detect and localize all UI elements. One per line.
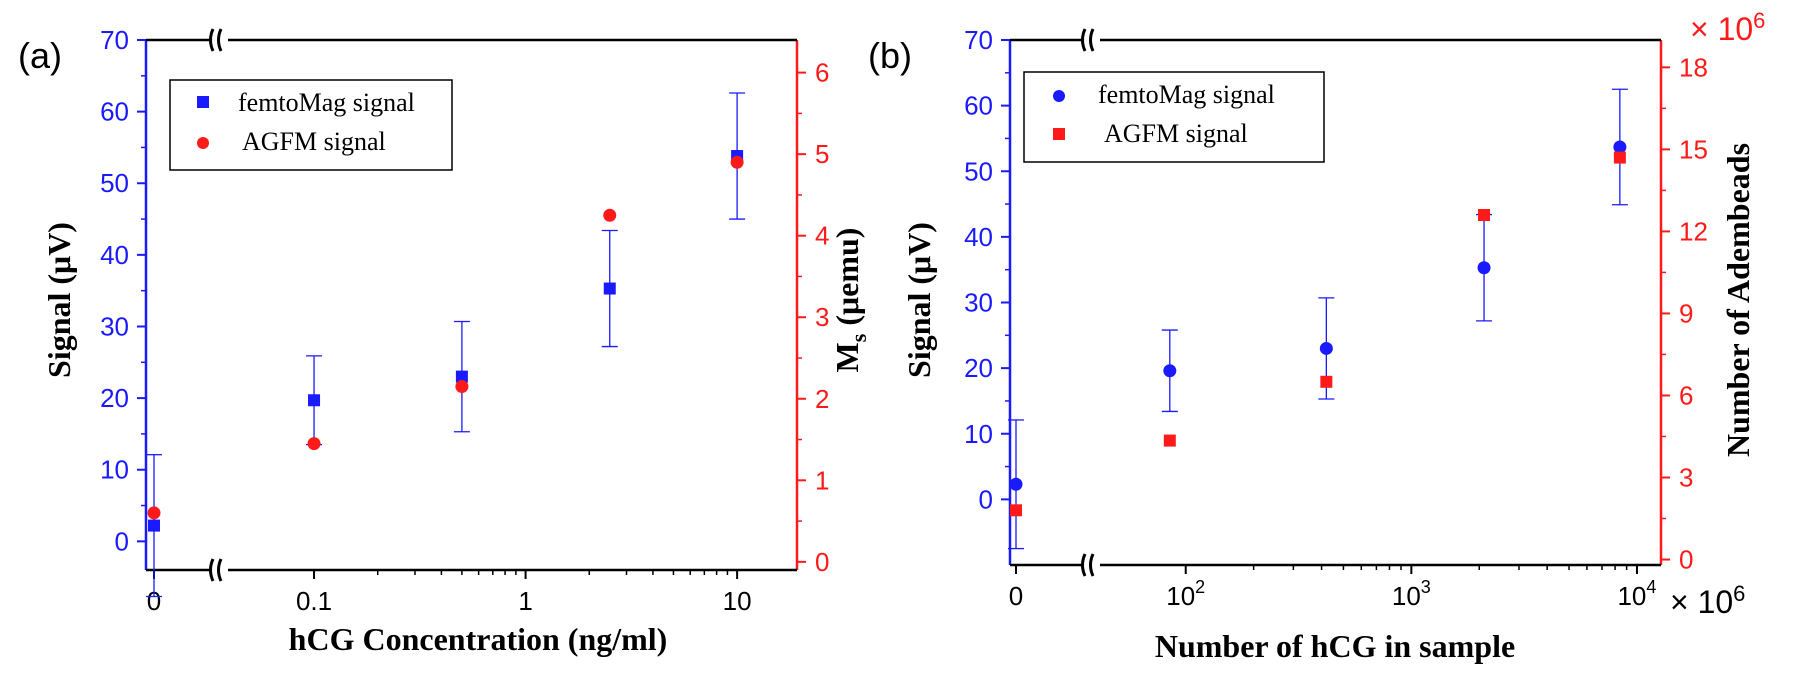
panel-b-x-axis-title: Number of hCG in sample: [1155, 628, 1515, 664]
panel-a-point-femtomag: [308, 394, 321, 407]
panel-a: (a) 0 10 20 30 40 50 60 70 0 1 2 3 4 5 6 0 0.1 1 10 hCG …: [18, 25, 871, 657]
panel-b-data: [1008, 88, 1628, 550]
panel-b-right-tick-label: 9: [1679, 298, 1693, 328]
panel-b-right-tick-label: 15: [1679, 134, 1708, 164]
panel-a-data: [146, 92, 746, 598]
panel-b-right-tick-label: 0: [1679, 545, 1693, 575]
panel-b-bottom-break-mark: [1081, 553, 1095, 577]
panel-a-left-tick-label: 0: [115, 526, 129, 556]
panel-b-legend-femtomag: femtoMag signal: [1098, 80, 1275, 109]
panel-b-point-femtomag: [1163, 364, 1177, 378]
panel-b-legend-circle-marker: [1053, 90, 1065, 102]
panel-b-left-tick-label: 10: [964, 419, 993, 449]
panel-a-left-tick-label: 20: [100, 383, 129, 413]
panel-a-legend-box: [169, 79, 453, 171]
panel-a-legend-circle-marker: [197, 137, 209, 149]
panel-a-point-femtomag: [455, 370, 468, 383]
panel-a-left-tick-label: 10: [100, 455, 129, 485]
panel-a-label: (a): [18, 35, 62, 76]
panel-a-left-tick-label: 60: [100, 97, 129, 127]
panel-a-left-tick-label: 40: [100, 240, 129, 270]
panel-a-legend: femtoMag signal AGFM signal: [169, 79, 453, 171]
panel-a-x-tick-label: 0.1: [296, 586, 332, 616]
panel-b-point-agfm: [1163, 434, 1176, 447]
panel-a-point-agfm: [147, 506, 161, 520]
panel-b-left-axis-title: Signal (μV): [901, 222, 937, 378]
panel-a-legend-agfm: AGFM signal: [242, 127, 386, 156]
panel-a-right-tick-label: 1: [815, 465, 829, 495]
panel-b-right-tick-label: 12: [1679, 216, 1708, 246]
panel-a-x-axis-title: hCG Concentration (ng/ml): [289, 621, 668, 657]
panel-a-legend-femtomag: femtoMag signal: [238, 88, 415, 117]
panel-a-point-femtomag: [148, 519, 160, 532]
panel-a-point-agfm: [603, 208, 617, 222]
panel-a-x-ticks: 0 0.1 1 10: [147, 570, 752, 616]
panel-b-right-tick-label: 6: [1679, 380, 1693, 410]
panel-a-right-tick-label: 6: [815, 58, 829, 88]
panel-a-x-tick-label: 0: [147, 586, 161, 616]
panel-a-right-tick-label: 4: [815, 221, 829, 251]
panel-b-point-femtomag: [1009, 477, 1023, 491]
panel-a-point-agfm: [730, 155, 744, 169]
panel-b: (b) 0 10 20 30 40 50 60 70 0 3 6 9 12 15 18 0 102 103 10…: [868, 8, 1765, 664]
panel-b-point-femtomag: [1319, 341, 1333, 355]
panel-a-left-axis-title: Signal (μV): [41, 222, 77, 378]
panel-b-point-agfm: [1478, 209, 1491, 221]
panel-b-left-ticks: 0 10 20 30 40 50 60 70: [964, 25, 1010, 514]
panel-a-left-tick-label: 50: [100, 168, 129, 198]
panel-b-legend: femtoMag signal AGFM signal: [1023, 71, 1325, 163]
panel-b-x-tick-label: 104: [1617, 577, 1656, 611]
panel-b-x-tick-label: 102: [1166, 577, 1205, 611]
panel-b-point-femtomag: [1613, 140, 1627, 154]
panel-b-left-tick-label: 40: [964, 222, 993, 252]
panel-b-right-tick-label: 18: [1679, 52, 1708, 82]
panel-a-left-ticks: 0 10 20 30 40 50 60 70: [100, 25, 146, 556]
panel-a-right-ticks: 0 1 2 3 4 5 6: [797, 58, 829, 577]
panel-b-label: (b): [868, 35, 912, 76]
panel-b-left-tick-label: 70: [964, 25, 993, 55]
panel-b-left-tick-label: 60: [964, 91, 993, 121]
panel-b-x-multiplier: × 106: [1670, 581, 1745, 620]
panel-b-right-tick-label: 3: [1679, 463, 1693, 493]
panel-b-x-tick-label: 0: [1009, 581, 1023, 611]
panel-b-x-ticks: 0 102 103 104: [1009, 565, 1656, 611]
panel-a-right-tick-label: 5: [815, 139, 829, 169]
panel-b-x-tick-label: 103: [1392, 577, 1431, 611]
panel-b-point-agfm: [1010, 504, 1022, 517]
panel-b-left-tick-label: 30: [964, 288, 993, 318]
panel-a-point-agfm: [455, 380, 469, 394]
panel-a-x-tick-label: 1: [518, 586, 532, 616]
panel-b-right-multiplier: × 106: [1690, 8, 1765, 47]
panel-b-point-agfm: [1320, 375, 1333, 388]
panel-b-top-break-mark: [1081, 28, 1095, 52]
panel-a-left-tick-label: 30: [100, 311, 129, 341]
panel-b-point-femtomag: [1477, 261, 1491, 275]
panel-a-right-tick-label: 0: [815, 547, 829, 577]
panel-a-right-tick-label: 3: [815, 302, 829, 332]
panel-a-point-agfm: [307, 437, 321, 451]
panel-a-right-tick-label: 2: [815, 384, 829, 414]
panel-a-point-femtomag: [603, 282, 616, 295]
panel-a-right-axis-title: Ms (μemu): [829, 228, 871, 373]
panel-b-left-tick-label: 50: [964, 156, 993, 186]
panel-b-left-tick-label: 0: [979, 484, 993, 514]
panel-a-legend-square-marker: [197, 96, 209, 108]
panel-b-legend-box: [1023, 71, 1325, 163]
panel-b-right-axis-title: Number of Adembeads: [1720, 143, 1756, 457]
panel-b-point-agfm: [1613, 151, 1626, 164]
panel-b-right-ticks: 0 3 6 9 12 15 18: [1661, 52, 1708, 575]
panel-a-x-tick-label: 10: [723, 586, 752, 616]
panel-a-bottom-break-mark: [209, 558, 223, 582]
panel-b-left-tick-label: 20: [964, 353, 993, 383]
panel-b-legend-square-marker: [1053, 128, 1065, 140]
panel-b-legend-agfm: AGFM signal: [1104, 119, 1248, 148]
panel-a-left-tick-label: 70: [100, 25, 129, 55]
panel-a-top-break-mark: [209, 28, 223, 52]
